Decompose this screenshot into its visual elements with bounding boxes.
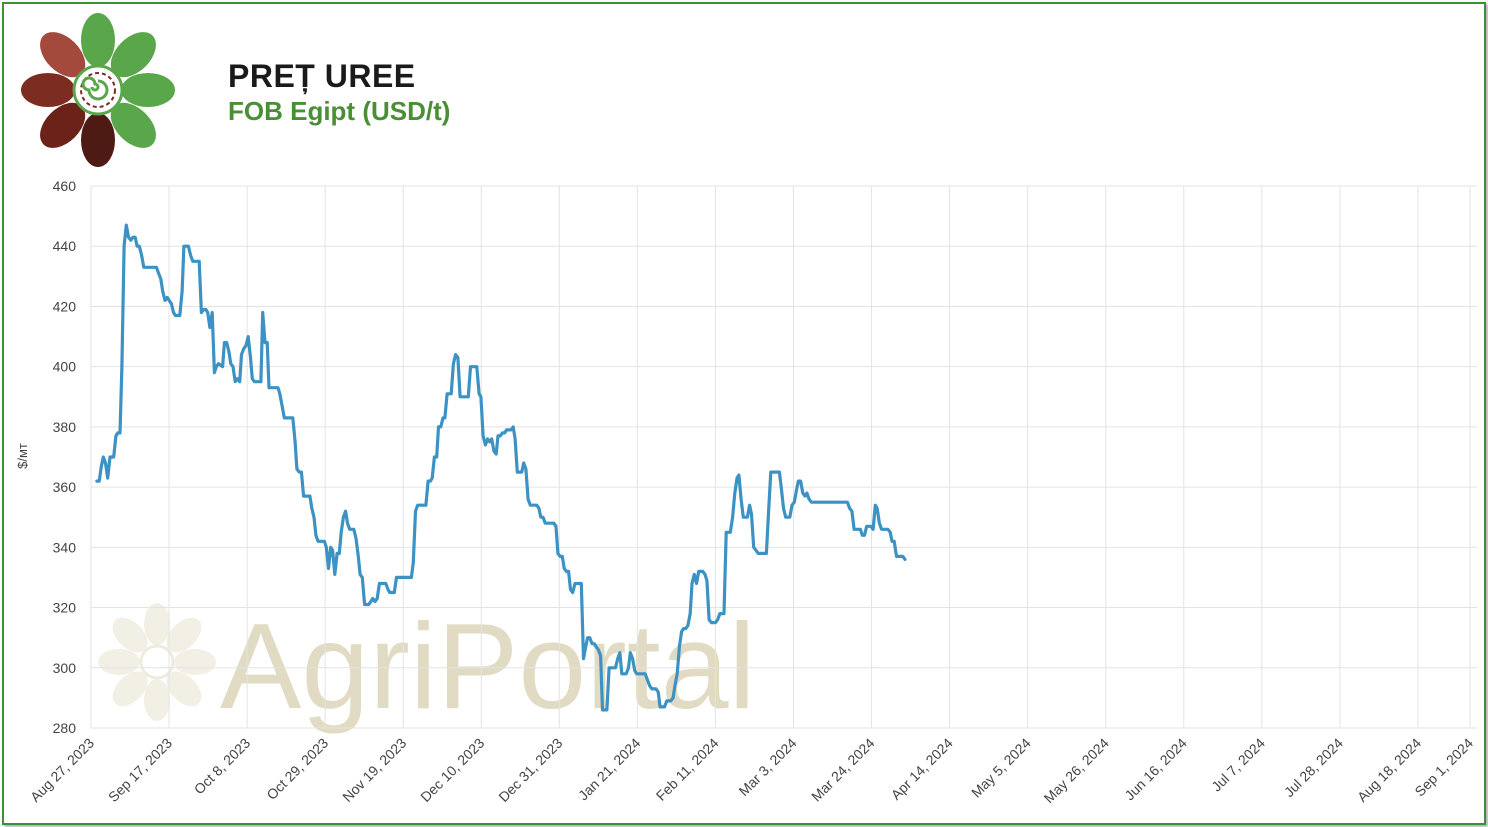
watermark-petal <box>144 603 170 645</box>
logo-petal <box>121 73 175 107</box>
y-tick-label: 420 <box>53 298 77 314</box>
y-axis-label: $/мт <box>15 443 30 469</box>
watermark-petal <box>166 617 202 653</box>
x-tick-label: Jul 28, 2024 <box>1281 735 1346 800</box>
y-tick-label: 380 <box>53 419 77 435</box>
x-tick-label: Jun 16, 2024 <box>1121 735 1190 804</box>
x-tick-label: Jan 21, 2024 <box>575 735 644 804</box>
watermark-petal <box>174 649 216 675</box>
series-line-urea-price <box>95 223 907 712</box>
x-tick-label: May 26, 2024 <box>1041 735 1112 806</box>
watermark-petal <box>98 649 140 675</box>
watermark-petal <box>166 671 202 707</box>
grid-layer <box>90 185 1477 729</box>
logo-petal <box>21 73 75 107</box>
page-subtitle: FOB Egipt (USD/t) <box>228 96 451 126</box>
x-tick-label: Feb 11, 2024 <box>653 735 722 804</box>
x-tick-label: Oct 29, 2023 <box>263 735 331 803</box>
x-tick-label: Sep 17, 2023 <box>105 735 175 805</box>
x-tick-label: Dec 10, 2023 <box>417 735 487 805</box>
x-tick-label: Apr 14, 2024 <box>888 735 956 803</box>
y-tick-label: 460 <box>53 178 77 194</box>
y-tick-label: 400 <box>53 359 77 375</box>
x-tick-label: Mar 3, 2024 <box>735 735 799 799</box>
agriportal-logo-icon <box>21 13 175 167</box>
x-tick-label: Aug 18, 2024 <box>1354 735 1424 805</box>
logo-petal <box>81 13 115 67</box>
watermark-petal <box>112 671 148 707</box>
watermark-petal <box>144 679 170 721</box>
x-tick-label: May 5, 2024 <box>968 735 1034 801</box>
page-title: PREȚ UREE <box>228 58 416 94</box>
y-tick-label: 320 <box>53 600 77 616</box>
watermark-text: AgriPortal <box>220 598 756 734</box>
y-tick-label: 360 <box>53 479 77 495</box>
watermark-petal <box>112 617 148 653</box>
x-axis-ticks: Aug 27, 2023 Sep 17, 2023 Oct 8, 2023 Oct 2… <box>27 735 1476 806</box>
watermark-logo-icon <box>98 603 216 721</box>
x-tick-label: Mar 24, 2024 <box>808 735 878 805</box>
y-tick-label: 280 <box>53 720 77 736</box>
y-tick-label: 300 <box>53 660 77 676</box>
logo-petal <box>110 32 156 78</box>
logo-petal <box>81 113 115 167</box>
x-tick-label: Dec 31, 2023 <box>495 735 565 805</box>
logo-petal <box>40 102 86 148</box>
y-axis-ticks: 280 300 320 340 360 380 400 420 440 460 <box>53 178 77 736</box>
x-tick-label: Oct 8, 2023 <box>191 735 254 798</box>
logo-petal <box>110 102 156 148</box>
x-tick-label: Jul 7, 2024 <box>1208 735 1268 795</box>
x-tick-label: Nov 19, 2023 <box>339 735 409 805</box>
logo-petal <box>40 32 86 78</box>
y-tick-label: 440 <box>53 238 77 254</box>
x-tick-label: Aug 27, 2023 <box>27 735 97 805</box>
y-tick-label: 340 <box>53 539 77 555</box>
